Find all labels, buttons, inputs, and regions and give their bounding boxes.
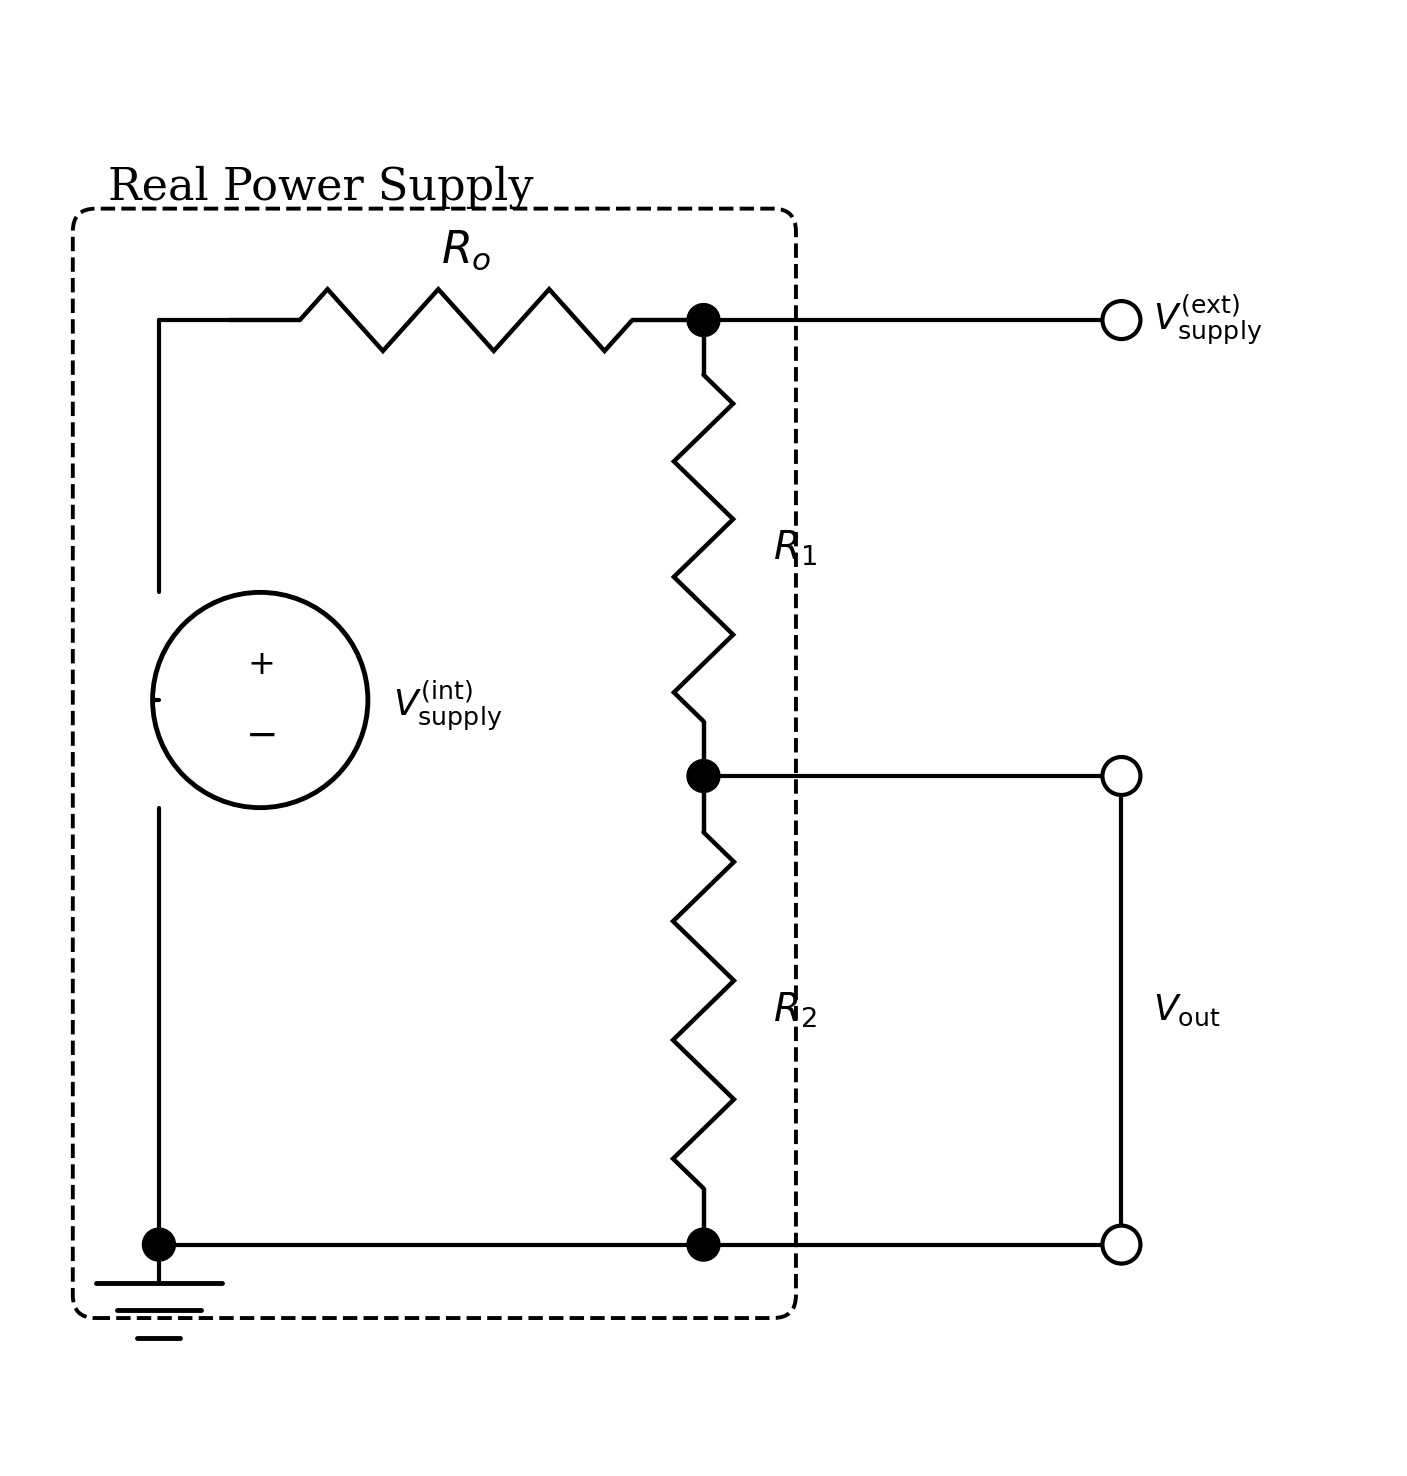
Circle shape — [1103, 301, 1141, 339]
Text: $V^{\mathrm{(ext)}}_{\mathrm{supply}}$: $V^{\mathrm{(ext)}}_{\mathrm{supply}}$ — [1154, 292, 1262, 348]
Text: $-$: $-$ — [245, 717, 276, 754]
Text: $R_2$: $R_2$ — [774, 990, 817, 1030]
Text: $R_1$: $R_1$ — [774, 528, 817, 568]
Text: $V^{\mathrm{(int)}}_{\mathrm{supply}}$: $V^{\mathrm{(int)}}_{\mathrm{supply}}$ — [393, 679, 502, 734]
Text: $R_o$: $R_o$ — [440, 229, 491, 272]
Circle shape — [687, 1228, 720, 1261]
Circle shape — [1103, 1225, 1141, 1263]
Circle shape — [687, 304, 720, 337]
Text: Real Power Supply: Real Power Supply — [108, 165, 533, 208]
Text: $V_{\mathrm{out}}$: $V_{\mathrm{out}}$ — [1154, 993, 1220, 1027]
Circle shape — [1103, 757, 1141, 796]
Circle shape — [142, 1228, 176, 1261]
Circle shape — [687, 760, 720, 793]
Text: $+$: $+$ — [248, 648, 273, 680]
